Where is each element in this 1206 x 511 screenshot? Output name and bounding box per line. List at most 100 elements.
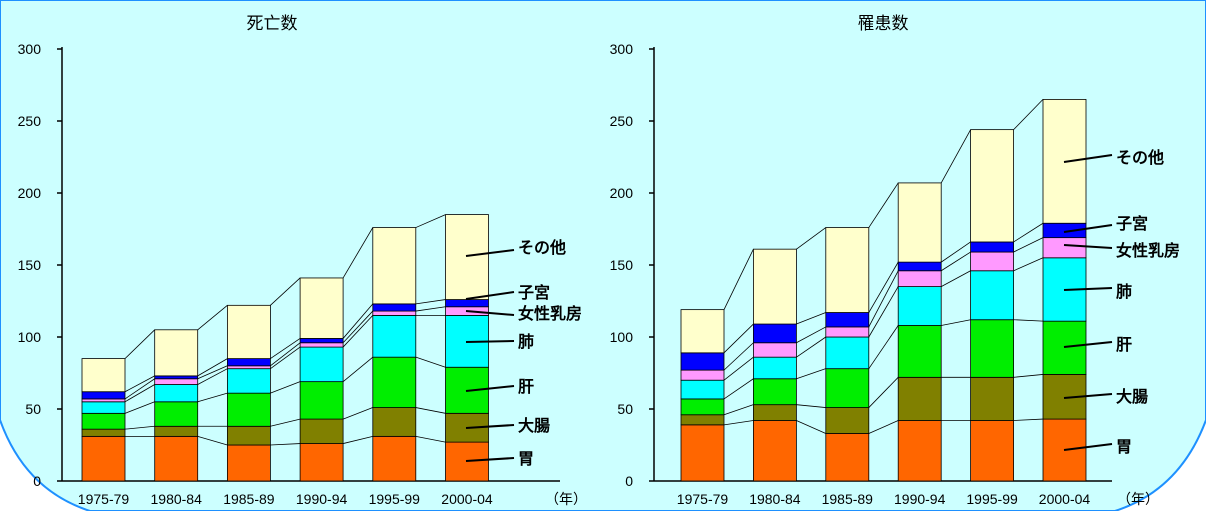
- series-connector-line: [796, 420, 826, 434]
- series-label-stomach: 胃: [1116, 437, 1132, 456]
- series-label-uterus: 子宮: [518, 283, 550, 302]
- series-label-lung: 肺: [1116, 282, 1132, 301]
- y-tick-label: 50: [617, 401, 633, 417]
- series-connector-line: [723, 378, 754, 400]
- y-tick-label: 0: [625, 473, 633, 489]
- bar-segment-other: [680, 309, 725, 354]
- bar-segment-liver: [226, 392, 271, 427]
- bar-segment-stomach: [226, 444, 271, 482]
- label-pointer-line: [465, 310, 515, 316]
- x-axis-unit: （年）: [1117, 492, 1159, 508]
- series-connector-line: [940, 241, 971, 263]
- y-tick-label: 150: [610, 257, 634, 273]
- series-connector-line: [796, 368, 826, 380]
- y-tick-label: 50: [25, 401, 41, 417]
- label-pointer-line: [1063, 443, 1113, 451]
- series-connector-line: [270, 381, 301, 394]
- bar-segment-breast: [299, 342, 344, 348]
- bar-segment-colon: [372, 407, 417, 437]
- y-tick-label: 100: [610, 329, 634, 345]
- bar-segment-other: [897, 182, 942, 263]
- y-tick-label: 300: [18, 41, 42, 57]
- bar-segment-uterus: [680, 352, 725, 371]
- bar-segment-uterus: [897, 261, 942, 272]
- series-connector-line: [940, 251, 971, 272]
- label-pointer-line: [1063, 287, 1113, 291]
- bar-segment-uterus: [154, 375, 199, 380]
- bar-segment-colon: [226, 425, 271, 446]
- incidence-chart-panel: 罹患数 （年） 0 50 100 150 200 250 300 1975-79 1980-84…: [610, 14, 1180, 508]
- label-pointer-line: [465, 291, 515, 300]
- chart-title: 死亡数: [247, 14, 298, 34]
- x-tick-label: 1985-89: [822, 491, 874, 507]
- series-connector-line: [342, 315, 374, 348]
- x-tick-label: 1980-84: [749, 491, 801, 507]
- bar-segment-liver: [372, 356, 417, 408]
- bar-segment-liver: [299, 381, 344, 420]
- x-tick-label: 1985-89: [223, 491, 275, 507]
- bar-segment-breast: [680, 369, 725, 381]
- series-label-other: その他: [518, 238, 566, 257]
- y-tick-label: 200: [18, 185, 42, 201]
- series-label-colon: 大腸: [518, 416, 550, 435]
- bar-segment-colon: [753, 404, 797, 421]
- bar-segment-other: [299, 277, 344, 339]
- bar-segment-stomach: [372, 435, 417, 482]
- bar-segment-uterus: [825, 312, 870, 328]
- series-label-stomach: 胃: [518, 449, 534, 468]
- bar-segment-breast: [970, 251, 1014, 272]
- series-connector-line: [270, 418, 301, 427]
- bar-segment-colon: [970, 376, 1014, 421]
- bar-segment-other: [445, 214, 489, 300]
- bar-segment-stomach: [753, 420, 797, 482]
- bar-segment-lung: [825, 336, 870, 370]
- y-tick-label: 200: [610, 185, 634, 201]
- series-connector-line: [1013, 237, 1044, 253]
- series-connector-line: [124, 378, 155, 400]
- series-connector-line: [723, 342, 754, 371]
- series-connector-line: [723, 323, 754, 354]
- bar-segment-stomach: [445, 441, 489, 482]
- series-connector-line: [342, 407, 373, 420]
- series-connector-line: [270, 443, 301, 446]
- bar-segment-other: [970, 129, 1014, 243]
- label-pointer-line: [465, 249, 515, 257]
- series-connector-line: [197, 358, 228, 377]
- series-connector-line: [415, 214, 446, 228]
- y-tick-label: 0: [33, 473, 41, 489]
- y-tick-label: 250: [610, 113, 634, 129]
- series-connector-line: [270, 346, 301, 370]
- bar-segment-lung: [970, 270, 1014, 321]
- series-connector-line: [868, 377, 899, 408]
- label-pointer-line: [465, 385, 515, 392]
- series-label-uterus: 子宮: [1116, 214, 1148, 233]
- series-label-breast: 女性乳房: [518, 304, 582, 323]
- label-pointer-line: [1063, 154, 1113, 163]
- series-connector-line: [1013, 222, 1044, 243]
- series-connector-line: [342, 227, 374, 279]
- x-tick-label: 1975-79: [78, 491, 130, 507]
- bar-segment-stomach: [970, 420, 1014, 482]
- series-connector-line: [270, 342, 301, 367]
- bar-segment-stomach: [81, 435, 126, 482]
- series-connector-line: [343, 435, 373, 444]
- series-connector-line: [796, 404, 826, 408]
- bar-segment-other: [154, 329, 199, 377]
- bar-segment-other: [226, 304, 271, 360]
- series-connector-line: [342, 356, 374, 382]
- series-connector-line: [124, 384, 155, 403]
- series-connector-line: [415, 407, 446, 414]
- series-connector-line: [796, 326, 826, 344]
- series-connector-line: [1013, 418, 1044, 421]
- bar-segment-breast: [825, 326, 870, 338]
- series-connector-line: [796, 312, 826, 325]
- bar-segment-stomach: [299, 443, 344, 482]
- series-connector-line: [415, 435, 446, 443]
- bar-segment-uterus: [753, 323, 797, 344]
- series-connector-line: [124, 401, 155, 414]
- bar-segment-colon: [825, 407, 870, 434]
- bar-segment-stomach: [825, 433, 870, 482]
- label-pointer-line: [1063, 341, 1113, 348]
